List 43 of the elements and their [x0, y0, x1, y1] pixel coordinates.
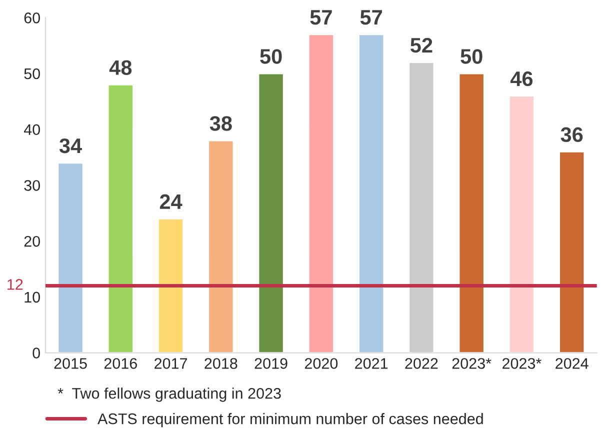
bar: [408, 62, 435, 353]
y-tick-label: 20: [24, 236, 40, 247]
data-label: 34: [59, 138, 82, 154]
legend-label: ASTS requirement for minimum number of cases needed: [98, 413, 483, 428]
text: 12: [8, 279, 23, 290]
data-label: 50: [260, 49, 282, 64]
text: * Two fellows graduating in 2023: [58, 388, 281, 402]
x-tick-label: 2018: [204, 358, 238, 369]
bar: [57, 162, 84, 353]
x-tick-label: 2022: [405, 358, 438, 369]
x-tick-label: 2019: [254, 358, 288, 369]
x-tick-label: 2021: [355, 358, 388, 369]
data-label: 46: [510, 71, 533, 86]
bar: [508, 95, 535, 353]
data-label: 57: [310, 10, 332, 25]
data-label: 38: [210, 116, 232, 131]
bar: [308, 34, 334, 353]
y-tick-label: 50: [24, 68, 40, 80]
y-tick-label: 10: [24, 292, 40, 303]
bar: [258, 72, 284, 353]
x-tick-label: 2023*: [452, 358, 492, 369]
x-tick-label: 2024: [556, 358, 588, 369]
bar: [558, 151, 586, 353]
y-tick-label: 30: [24, 180, 40, 191]
bar: [158, 218, 184, 353]
y-tick-label: 60: [24, 12, 40, 24]
y-tick-label: 40: [24, 124, 40, 136]
bar: [358, 34, 385, 353]
data-label: 57: [360, 10, 382, 25]
bar: [107, 84, 134, 353]
data-label: 50: [460, 49, 482, 64]
x-tick-label: 2015: [54, 358, 87, 369]
x-tick-label: 2016: [104, 358, 137, 369]
x-tick-label: 2023*: [502, 358, 542, 369]
data-label: 48: [109, 60, 132, 75]
bar: [208, 140, 234, 353]
data-label: 24: [160, 194, 182, 209]
bar: [458, 72, 485, 353]
x-tick-label: 2020: [304, 358, 338, 369]
y-tick-label: 0: [32, 348, 40, 358]
x-tick-label: 2017: [154, 358, 188, 369]
data-label: 36: [560, 127, 583, 142]
data-label: 52: [410, 38, 432, 53]
